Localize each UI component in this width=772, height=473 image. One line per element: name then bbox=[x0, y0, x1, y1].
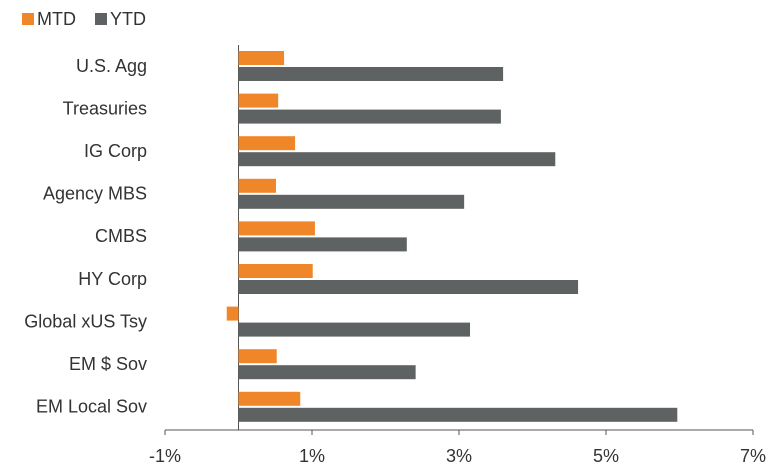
x-tick-label: 7% bbox=[740, 446, 766, 466]
bar bbox=[238, 194, 465, 209]
bar bbox=[226, 306, 239, 321]
category-label: U.S. Agg bbox=[76, 56, 147, 76]
bar bbox=[238, 67, 504, 81]
x-tick-label: -1% bbox=[149, 446, 181, 466]
bar bbox=[238, 109, 501, 124]
category-label: Global xUS Tsy bbox=[24, 311, 147, 331]
category-label: EM $ Sov bbox=[69, 354, 147, 374]
category-label: CMBS bbox=[95, 226, 147, 246]
category-label: Agency MBS bbox=[43, 184, 147, 204]
x-tick-label: 5% bbox=[593, 446, 619, 466]
bar bbox=[238, 264, 313, 278]
bar bbox=[238, 407, 678, 422]
legend-swatch bbox=[22, 13, 34, 25]
bar bbox=[238, 280, 579, 294]
bar bbox=[238, 391, 301, 406]
x-tick-label: 1% bbox=[299, 446, 325, 466]
bar bbox=[238, 349, 277, 364]
bar bbox=[238, 51, 285, 65]
bar bbox=[238, 365, 416, 380]
legend-label: YTD bbox=[110, 9, 146, 29]
bar bbox=[238, 322, 471, 337]
bar bbox=[238, 178, 276, 193]
bar bbox=[238, 152, 556, 167]
category-label: EM Local Sov bbox=[36, 397, 147, 417]
bar bbox=[238, 237, 407, 252]
bar bbox=[238, 221, 315, 236]
category-label: HY Corp bbox=[78, 269, 147, 289]
legend-swatch bbox=[95, 13, 107, 25]
bar bbox=[238, 93, 279, 108]
bar bbox=[238, 136, 296, 151]
legend-label: MTD bbox=[37, 9, 76, 29]
category-label: Treasuries bbox=[63, 98, 147, 118]
x-tick-label: 3% bbox=[446, 446, 472, 466]
category-label: IG Corp bbox=[84, 141, 147, 161]
